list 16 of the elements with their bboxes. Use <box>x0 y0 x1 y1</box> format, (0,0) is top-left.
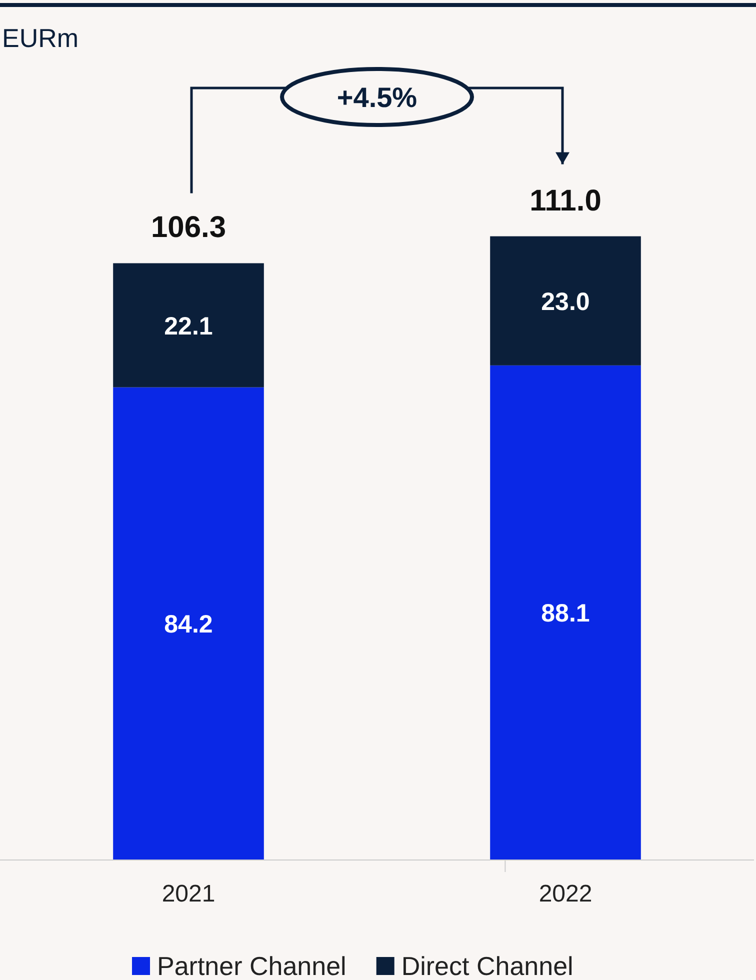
legend-label: Partner Channel <box>157 951 346 980</box>
data-label: 22.1 <box>164 312 213 340</box>
text: EURm <box>2 23 79 53</box>
legend-label: Direct Channel <box>401 951 574 980</box>
bar <box>490 365 641 860</box>
bar <box>490 236 641 366</box>
x-tick-label: 2022 <box>538 880 592 908</box>
x-tick-label: 2021 <box>162 880 216 908</box>
data-label: 23.0 <box>541 288 590 316</box>
bar <box>113 263 264 388</box>
data-label: 88.1 <box>541 600 590 628</box>
total-label: 106.3 <box>150 211 226 244</box>
data-label: 84.2 <box>164 610 213 639</box>
text: +4.5% <box>336 82 418 113</box>
bar <box>113 387 264 860</box>
total-label: 111.0 <box>530 184 602 218</box>
